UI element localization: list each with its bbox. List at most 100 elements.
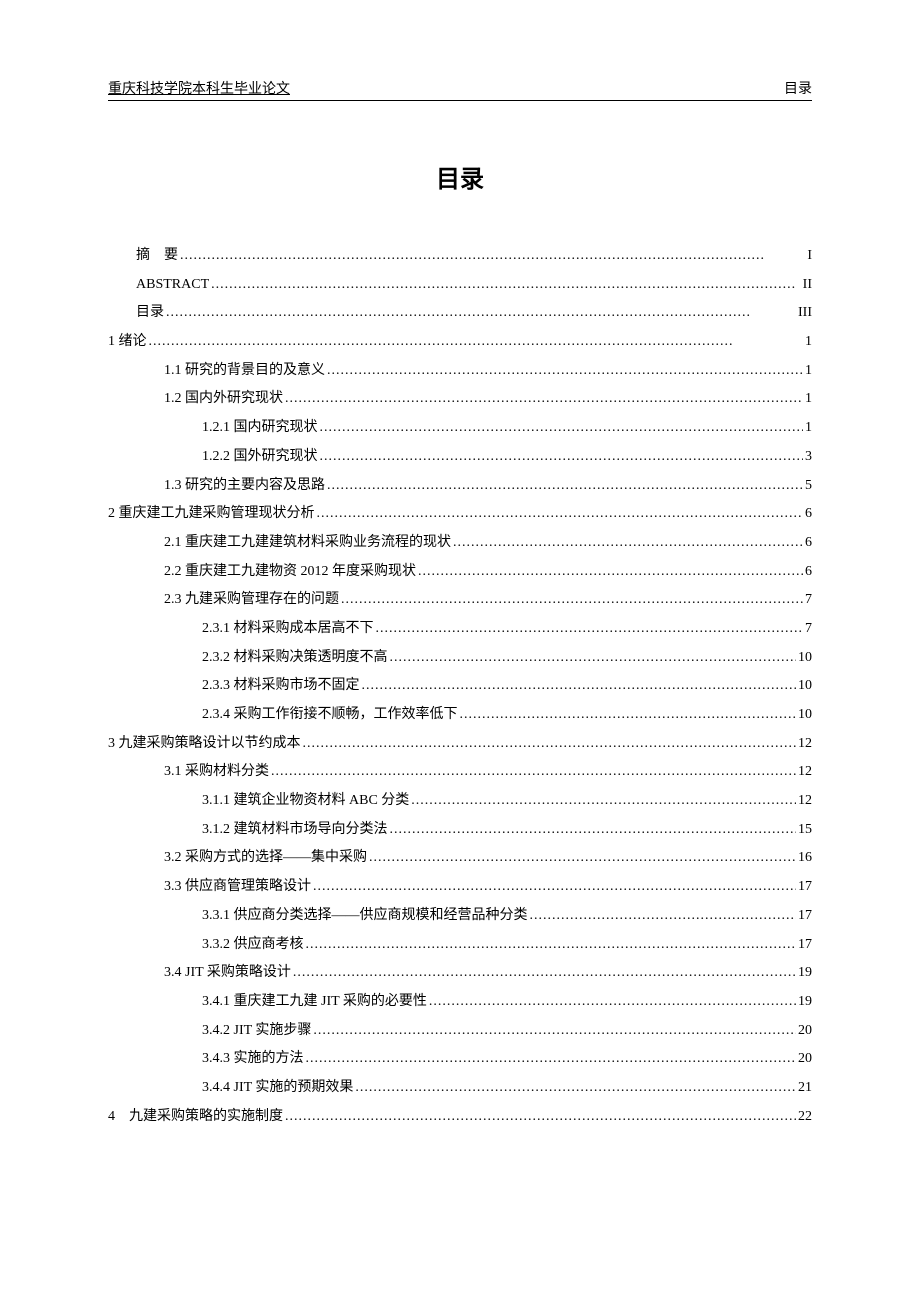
toc-entry-label: 2.2 重庆建工九建物资 2012 年度采购现状 [164, 558, 416, 587]
toc-entry: 摘 要I [108, 242, 812, 271]
toc-entry: 3.3.1 供应商分类选择——供应商规模和经营品种分类 17 [108, 902, 812, 931]
toc-entry-page: 22 [798, 1103, 812, 1132]
toc-list: 摘 要IABSTRACTII目录III1 绪论11.1 研究的背景目的及意义11… [108, 242, 812, 1131]
toc-leader-dots [390, 644, 797, 673]
toc-entry-label: 3.1.1 建筑企业物资材料 ABC 分类 [202, 787, 409, 816]
toc-entry: 3.4 JIT 采购策略设计 19 [108, 959, 812, 988]
toc-entry-label: 2 重庆建工九建采购管理现状分析 [108, 500, 315, 529]
toc-leader-dots [362, 672, 797, 701]
toc-leader-dots [460, 701, 797, 730]
toc-entry: 2.3.4 采购工作衔接不顺畅，工作效率低下 10 [108, 701, 812, 730]
toc-entry-page: 17 [798, 902, 812, 931]
toc-leader-dots [166, 299, 796, 328]
toc-entry: 2.2 重庆建工九建物资 2012 年度采购现状 6 [108, 558, 812, 587]
toc-entry: 3.1 采购材料分类12 [108, 758, 812, 787]
toc-entry-label: 1.2 国内外研究现状 [164, 385, 283, 414]
toc-entry-label: 1.2.2 国外研究现状 [202, 443, 318, 472]
toc-leader-dots [285, 385, 803, 414]
toc-entry-label: 3.4.2 JIT 实施步骤 [202, 1017, 311, 1046]
toc-entry: 3.4.1 重庆建工九建 JIT 采购的必要性 19 [108, 988, 812, 1017]
toc-entry-page: 10 [798, 701, 812, 730]
toc-entry-page: II [803, 271, 812, 300]
toc-entry-label: 3.4.1 重庆建工九建 JIT 采购的必要性 [202, 988, 427, 1017]
toc-leader-dots [530, 902, 797, 931]
toc-entry-page: III [798, 299, 812, 328]
toc-entry-page: 6 [805, 500, 812, 529]
toc-entry: ABSTRACT II [108, 271, 812, 300]
toc-entry-page: 19 [798, 959, 812, 988]
toc-entry-label: 3.4.4 JIT 实施的预期效果 [202, 1074, 353, 1103]
toc-entry-label: 1 绪论 [108, 328, 147, 357]
toc-entry: 2.1 重庆建工九建建筑材料采购业务流程的现状6 [108, 529, 812, 558]
toc-leader-dots [180, 242, 805, 271]
toc-entry: 2.3.2 材料采购决策透明度不高10 [108, 644, 812, 673]
toc-leader-dots [453, 529, 803, 558]
toc-entry: 2.3 九建采购管理存在的问题 7 [108, 586, 812, 615]
toc-entry: 3.1.2 建筑材料市场导向分类法15 [108, 816, 812, 845]
toc-leader-dots [418, 558, 803, 587]
toc-leader-dots [369, 844, 796, 873]
toc-entry-page: 10 [798, 644, 812, 673]
toc-entry-page: 1 [805, 414, 812, 443]
toc-entry-label: 3.3.1 供应商分类选择——供应商规模和经营品种分类 [202, 902, 528, 931]
toc-entry: 1.1 研究的背景目的及意义1 [108, 357, 812, 386]
toc-leader-dots [355, 1074, 796, 1103]
toc-entry-page: 6 [805, 558, 812, 587]
toc-entry-label: 1.2.1 国内研究现状 [202, 414, 318, 443]
toc-entry: 3.3.2 供应商考核17 [108, 931, 812, 960]
toc-entry: 2.3.1 材料采购成本居高不下 7 [108, 615, 812, 644]
toc-entry: 目录 III [108, 299, 812, 328]
toc-entry: 3 九建采购策略设计以节约成本12 [108, 730, 812, 759]
toc-entry-page: 7 [805, 615, 812, 644]
toc-leader-dots [341, 586, 803, 615]
toc-entry-label: 摘 要 [136, 242, 178, 271]
toc-entry-label: 3.4 JIT 采购策略设计 [164, 959, 291, 988]
toc-entry: 3.1.1 建筑企业物资材料 ABC 分类 12 [108, 787, 812, 816]
toc-leader-dots [271, 758, 796, 787]
toc-entry-page: 17 [798, 931, 812, 960]
toc-entry-page: 20 [798, 1045, 812, 1074]
toc-entry-page: 21 [798, 1074, 812, 1103]
header-left-text: 重庆科技学院本科生毕业论文 [108, 78, 290, 98]
toc-entry: 3.4.2 JIT 实施步骤20 [108, 1017, 812, 1046]
toc-leader-dots [320, 443, 804, 472]
toc-entry-label: 1.1 研究的背景目的及意义 [164, 357, 325, 386]
toc-entry-label: 3.1.2 建筑材料市场导向分类法 [202, 816, 388, 845]
toc-leader-dots [149, 328, 804, 357]
document-page: 重庆科技学院本科生毕业论文 目录 目录 摘 要IABSTRACTII目录III1… [0, 0, 920, 1191]
toc-entry-label: 2.3.1 材料采购成本居高不下 [202, 615, 374, 644]
toc-entry: 1.2.1 国内研究现状 1 [108, 414, 812, 443]
toc-entry: 1.2.2 国外研究现状 3 [108, 443, 812, 472]
toc-entry: 3.3 供应商管理策略设计17 [108, 873, 812, 902]
toc-entry-page: 12 [798, 730, 812, 759]
toc-entry-page: 1 [805, 328, 812, 357]
toc-leader-dots [293, 959, 796, 988]
toc-entry-page: 6 [805, 529, 812, 558]
toc-leader-dots [211, 271, 801, 300]
toc-leader-dots [313, 1017, 796, 1046]
toc-entry-label: 2.3.4 采购工作衔接不顺畅，工作效率低下 [202, 701, 458, 730]
toc-entry: 2 重庆建工九建采购管理现状分析 6 [108, 500, 812, 529]
toc-entry-page: 16 [798, 844, 812, 873]
toc-entry-label: 2.3.3 材料采购市场不固定 [202, 672, 360, 701]
toc-entry: 4 九建采购策略的实施制度22 [108, 1103, 812, 1132]
toc-title: 目录 [108, 159, 812, 194]
toc-entry-page: 5 [805, 472, 812, 501]
toc-entry-page: 17 [798, 873, 812, 902]
toc-entry-page: 7 [805, 586, 812, 615]
toc-entry-label: 目录 [136, 299, 164, 328]
toc-entry: 1.2 国内外研究现状1 [108, 385, 812, 414]
toc-entry-label: 3.1 采购材料分类 [164, 758, 269, 787]
toc-entry-label: 3.2 采购方式的选择——集中采购 [164, 844, 367, 873]
page-header: 重庆科技学院本科生毕业论文 目录 [108, 78, 812, 101]
toc-entry-label: ABSTRACT [136, 271, 209, 300]
toc-leader-dots [327, 357, 803, 386]
toc-entry-label: 2.3 九建采购管理存在的问题 [164, 586, 339, 615]
toc-leader-dots [306, 931, 797, 960]
toc-entry-page: 12 [798, 787, 812, 816]
toc-leader-dots [411, 787, 796, 816]
toc-entry-page: 3 [805, 443, 812, 472]
header-right-text: 目录 [784, 78, 812, 98]
toc-leader-dots [317, 500, 804, 529]
toc-entry-page: 19 [798, 988, 812, 1017]
